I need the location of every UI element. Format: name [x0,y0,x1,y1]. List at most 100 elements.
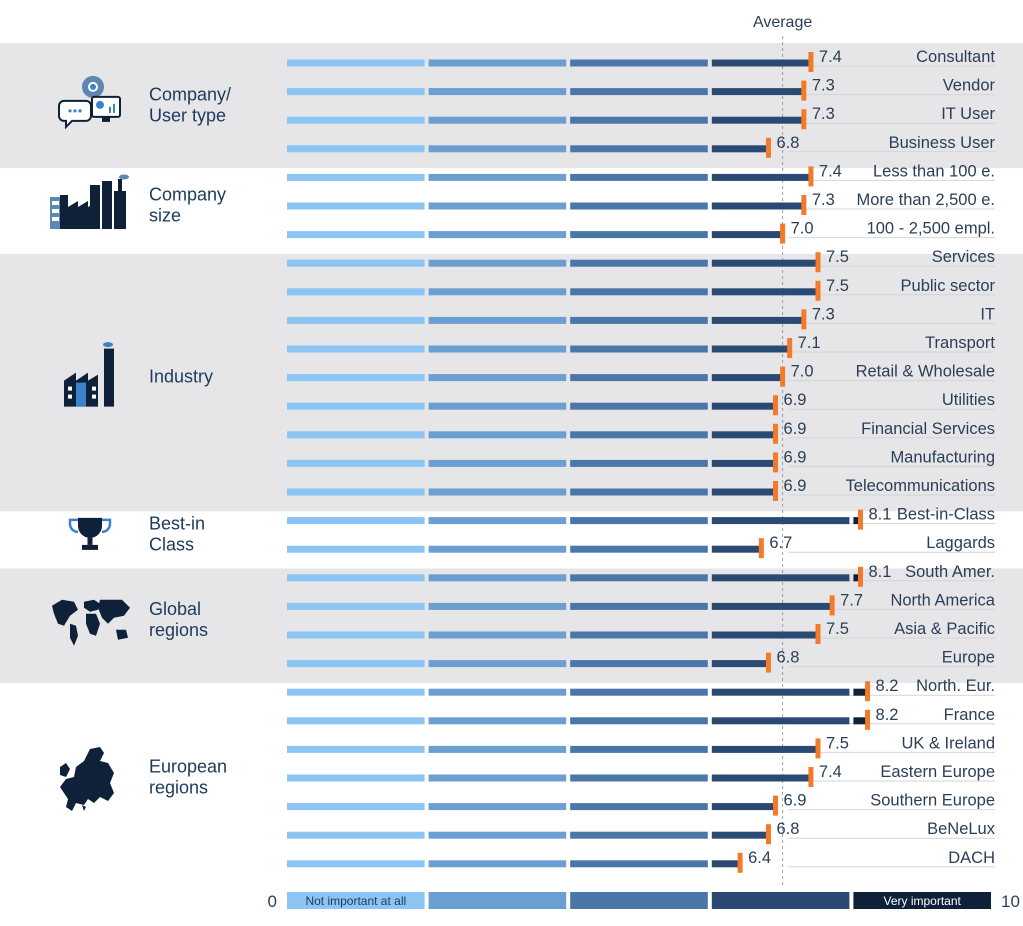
value-label: 6.8 [776,820,799,838]
row-label: IT User [941,105,995,123]
row-label: Business User [889,134,996,152]
value-label: 7.5 [826,248,849,266]
row-label: IT [980,305,995,323]
bar-segment-2 [570,545,708,553]
value-label: 6.4 [748,849,771,867]
legend-segment-4 [853,892,991,909]
row-label: Southern Europe [870,792,995,810]
value-marker [773,395,779,416]
row-16: 8.1 Best-in-Class [287,506,995,530]
bar-segment-0 [287,688,425,696]
value-marker [773,423,779,444]
row-label: Transport [925,334,995,352]
group-band-2 [0,253,1023,512]
bar-segment-3 [711,602,833,610]
row-7: 7.5 Services [287,248,995,273]
value-marker [815,280,821,301]
bar-segment-2 [570,431,708,439]
row-19: 7.7 North America [287,591,996,616]
bar-segment-1 [428,717,567,725]
bar-segment-2 [570,745,708,753]
value-marker [773,795,779,816]
row-6: 7.0 100 - 2,500 empl. [287,220,995,244]
bar-segment-0 [287,59,425,67]
row-17: 6.7 Laggards [287,534,995,559]
bar-segment-0 [287,803,425,811]
row-label: Laggards [926,534,995,552]
bar-segment-1 [428,860,567,868]
bar-segment-2 [570,402,708,410]
value-marker [765,137,771,158]
bar-segment-0 [287,774,425,782]
bar-segment-0 [287,631,425,639]
bar-segment-2 [570,345,708,353]
bar-segment-2 [570,831,708,839]
bar-segment-2 [570,660,708,668]
row-label: BeNeLux [927,820,996,838]
bar-segment-3 [711,145,769,153]
bar-segment-1 [428,574,567,582]
value-label: 8.1 [868,506,891,524]
factory-buildings-icon [50,174,129,229]
bar-segment-1 [428,402,567,410]
scale-legend: Not important at all Very important 0 10 [268,892,1020,911]
bar-segment-2 [570,59,708,67]
bar-segment-0 [287,402,425,410]
bar-segment-3 [711,402,776,410]
bar-segment-0 [287,488,425,496]
row-label: Vendor [943,77,996,95]
bar-segment-0 [287,288,425,296]
value-label: 7.3 [812,305,835,323]
row-label: Consultant [916,48,995,66]
bar-segment-3 [711,774,811,782]
value-label: 7.4 [819,763,842,781]
row-18: 8.1 South Amer. [287,563,995,587]
bar-segment-1 [428,602,567,610]
value-label: 7.3 [812,191,835,209]
value-marker [808,52,814,72]
row-2: 7.3 IT User [287,105,995,130]
bar-segment-4 [853,574,861,582]
legend-segment-label: Very important [884,894,962,908]
value-label: 8.2 [876,706,899,724]
bar-segment-3 [711,288,818,296]
bar-segment-4 [853,517,861,525]
legend-segment-3 [711,892,850,909]
bar-segment-1 [428,545,567,553]
bar-segment-3 [711,459,776,467]
value-marker [801,309,807,330]
bar-segment-3 [711,631,818,639]
value-label: 7.5 [826,620,849,638]
group-label: Best-in [149,513,205,533]
bar-segment-3 [711,745,818,753]
bar-segment-2 [570,288,708,296]
bar-segment-3 [711,202,804,210]
value-label: 7.3 [812,105,835,123]
value-label: 6.9 [784,477,807,495]
legend-segment-2 [570,892,708,909]
bar-segment-2 [570,231,708,239]
bar-segment-2 [570,631,708,639]
group-label: regions [149,778,208,798]
bar-segment-1 [428,345,567,353]
bar-segment-2 [570,316,708,324]
value-marker [857,566,863,587]
bar-segment-0 [287,202,425,210]
value-label: 8.2 [876,677,899,695]
bar-segment-3 [711,116,804,124]
row-8: 7.5 Public sector [287,277,995,301]
bar-segment-2 [570,860,708,868]
value-label: 6.9 [784,391,807,409]
bar-segment-3 [711,173,811,181]
bar-segment-1 [428,660,567,668]
group-label: Company [149,185,226,205]
value-label: 6.9 [784,448,807,466]
bar-segment-0 [287,374,425,382]
bar-segment-2 [570,145,708,153]
row-11: 7.0 Retail & Wholesale [287,363,995,387]
row-label: South Amer. [905,563,995,581]
bar-segment-3 [711,488,776,496]
bar-segment-0 [287,660,425,668]
value-marker [773,481,779,501]
